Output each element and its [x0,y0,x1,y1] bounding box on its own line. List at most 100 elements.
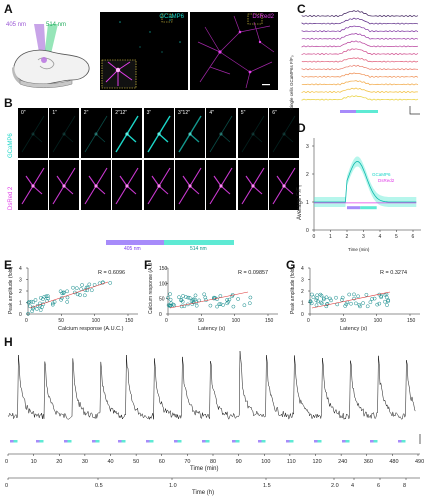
scatter-point [225,301,229,306]
frame-time-label: 0" [21,110,26,116]
svg-text:0: 0 [165,318,168,324]
cell-trace [301,33,419,40]
svg-text:3: 3 [19,278,22,284]
laser-405-bar-label: 405 nm [124,246,141,252]
svg-text:100: 100 [232,318,241,324]
cell-trace [301,72,419,78]
scatter-point [368,300,373,305]
row-label-dsred2: DsRed 2 [8,186,14,210]
svg-text:5: 5 [395,234,398,240]
svg-text:3: 3 [362,234,365,240]
scatter-point [242,303,247,308]
scatter-point [309,301,314,306]
scatter-point [33,298,38,302]
scatter-point [202,292,207,297]
wavelength-514-label: 514 nm [46,22,67,28]
cell-trace [301,40,419,48]
svg-text:20: 20 [56,459,62,465]
gcamp6-frame: 3" [143,108,174,158]
svg-text:2.0: 2.0 [331,483,339,489]
scatter-point [179,298,183,303]
scatter-point [365,304,370,309]
scatter-point [308,299,313,303]
dsred2-image: DsRed2 [190,12,278,90]
scatter-point [339,298,344,302]
dsred2-frame [112,160,143,210]
scatter-point [38,296,43,300]
scatter-point [40,305,44,309]
panel-label-e: E [4,258,13,272]
scatter-point [319,293,324,298]
scatter-point [51,301,55,306]
svg-text:0: 0 [25,318,28,324]
scatter-point [65,295,70,300]
svg-text:480: 480 [389,459,398,465]
scatter-point [218,294,223,298]
svg-text:1.0: 1.0 [169,483,177,489]
frame-time-label: 3"12" [178,110,190,116]
scatter-point [316,299,320,304]
svg-text:4: 4 [301,266,304,272]
correlation-label: R = 0.3274 [380,270,407,276]
scatter-point [364,292,369,297]
laser-405-bar [106,240,164,245]
scatter-point [193,297,197,302]
scatter-point [372,296,377,301]
scatter-point [189,299,194,303]
scatter-point [340,295,345,300]
scatter-point [75,292,80,297]
scatter-g: 0 1 2 3 4 0 50 100 150 R = 0.3274 Latency (s) Peak … [288,262,424,332]
gcamp6-frame: 2"12" [112,108,143,158]
scatter-point [328,296,332,301]
svg-text:90: 90 [236,459,242,465]
scatter-point [218,302,223,306]
scatter-point [179,298,184,302]
scatter-point [184,295,188,299]
panel-label-g: G [286,258,296,272]
svg-text:0: 0 [307,318,310,324]
scatter-point [85,285,90,290]
svg-text:0: 0 [5,483,8,489]
long-recording-trace: 0 10 20 30 40 50 60 70 80 90 100 110 120 240 360 480 490… [4,344,424,496]
dsred2-frame [237,160,268,210]
dsred2-frame [49,160,80,210]
dsred2-frame [18,160,48,210]
y-axis-label: Peak amplitude (fold) [8,266,14,314]
dsred2-frame [269,160,300,210]
x-axis-label: Latency (s) [340,326,367,332]
scatter-point [349,301,353,306]
row-label-gcamp6: GCaMP6 [8,133,14,158]
frame-time-label: 4" [209,110,214,116]
scatter-point [247,301,252,306]
x-axis-label: Calcium response (A.U.C.) [58,326,124,332]
svg-text:0: 0 [159,312,162,318]
svg-text:100: 100 [92,318,101,324]
svg-text:60: 60 [159,459,165,465]
scatter-point [193,293,198,298]
scatter-point [46,296,50,301]
svg-text:100: 100 [261,459,270,465]
cell-trace [301,64,419,71]
scatter-point [343,304,348,308]
scatter-point [231,304,236,309]
panel-label-b: B [4,96,13,110]
gcamp6-frame: 3"12" [175,108,205,158]
scatter-point [30,309,34,314]
scatter-point [87,282,92,287]
frame-time-label: 2" [83,110,89,116]
scatter-point [186,295,191,300]
scatter-point [324,304,329,309]
scatter-point [319,301,324,306]
panel-label-h: H [4,335,13,349]
scatter-point [324,302,329,307]
scatter-point [27,299,32,304]
correlation-label: R = 0.09857 [238,270,268,276]
scatter-point [71,285,75,290]
svg-text:8: 8 [403,483,406,489]
scatter-point [100,280,105,285]
scatter-point [221,303,225,307]
scatter-point [377,301,382,306]
svg-text:2: 2 [346,234,349,240]
scatter-point [191,300,196,305]
single-cell-traces [300,10,425,122]
